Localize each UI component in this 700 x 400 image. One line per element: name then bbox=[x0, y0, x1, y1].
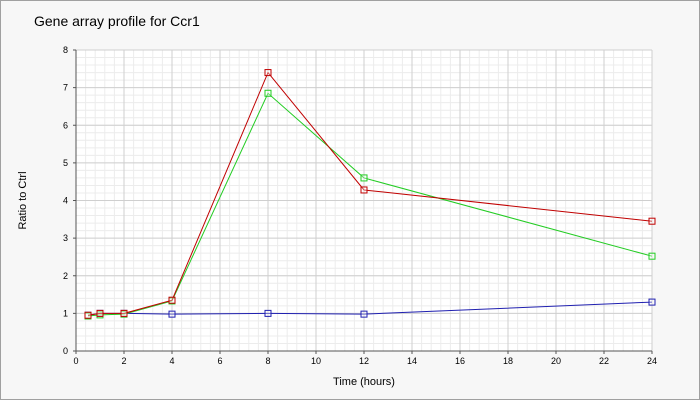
series-1-point bbox=[120, 309, 128, 317]
series-3-point bbox=[264, 309, 272, 317]
series-2 bbox=[84, 89, 656, 320]
x-tick-label: 22 bbox=[599, 356, 609, 366]
x-axis-ticks: 0 2 4 6 8 10 12 14 16 18 20 22 24 bbox=[73, 351, 657, 366]
x-tick-label: 10 bbox=[311, 356, 321, 366]
series-1-point bbox=[84, 311, 92, 319]
x-tick-label: 18 bbox=[503, 356, 513, 366]
series-1-point bbox=[648, 217, 656, 225]
x-axis-title: Time (hours) bbox=[333, 376, 395, 388]
series-1 bbox=[84, 69, 656, 319]
y-tick-label: 7 bbox=[63, 83, 68, 93]
chart-title: Gene array profile for Ccr1 bbox=[34, 13, 200, 29]
x-tick-label: 12 bbox=[359, 356, 369, 366]
series-3-point bbox=[360, 310, 368, 318]
series-layer bbox=[84, 69, 656, 320]
x-tick-label: 14 bbox=[407, 356, 417, 366]
y-tick-label: 2 bbox=[63, 271, 68, 281]
x-tick-label: 2 bbox=[121, 356, 126, 366]
x-tick-label: 6 bbox=[217, 356, 222, 366]
y-tick-label: 1 bbox=[63, 308, 68, 318]
series-2-point bbox=[264, 89, 272, 97]
series-1-line bbox=[87, 71, 653, 316]
series-2-point bbox=[360, 174, 368, 182]
x-tick-label: 8 bbox=[265, 356, 270, 366]
series-1-point bbox=[360, 186, 368, 194]
series-1-point bbox=[264, 69, 272, 77]
series-1-point bbox=[96, 309, 104, 317]
series-1-point bbox=[168, 296, 176, 304]
series-3-point bbox=[648, 298, 656, 306]
y-tick-label: 0 bbox=[63, 346, 68, 356]
y-tick-label: 6 bbox=[63, 120, 68, 130]
x-tick-label: 4 bbox=[169, 356, 174, 366]
y-axis-ticks: 0 1 2 3 4 5 6 7 8 bbox=[63, 45, 76, 356]
x-tick-label: 16 bbox=[455, 356, 465, 366]
series-2-line bbox=[87, 92, 653, 317]
series-3-point bbox=[168, 310, 176, 318]
y-tick-label: 5 bbox=[63, 158, 68, 168]
x-tick-label: 20 bbox=[551, 356, 561, 366]
y-axis-title: Ratio to Ctrl bbox=[17, 171, 29, 229]
series-2-point bbox=[648, 252, 656, 260]
y-tick-label: 8 bbox=[63, 45, 68, 55]
y-tick-label: 3 bbox=[63, 233, 68, 243]
y-tick-label: 4 bbox=[63, 196, 68, 206]
x-tick-label: 24 bbox=[647, 356, 657, 366]
x-tick-label: 0 bbox=[73, 356, 78, 366]
